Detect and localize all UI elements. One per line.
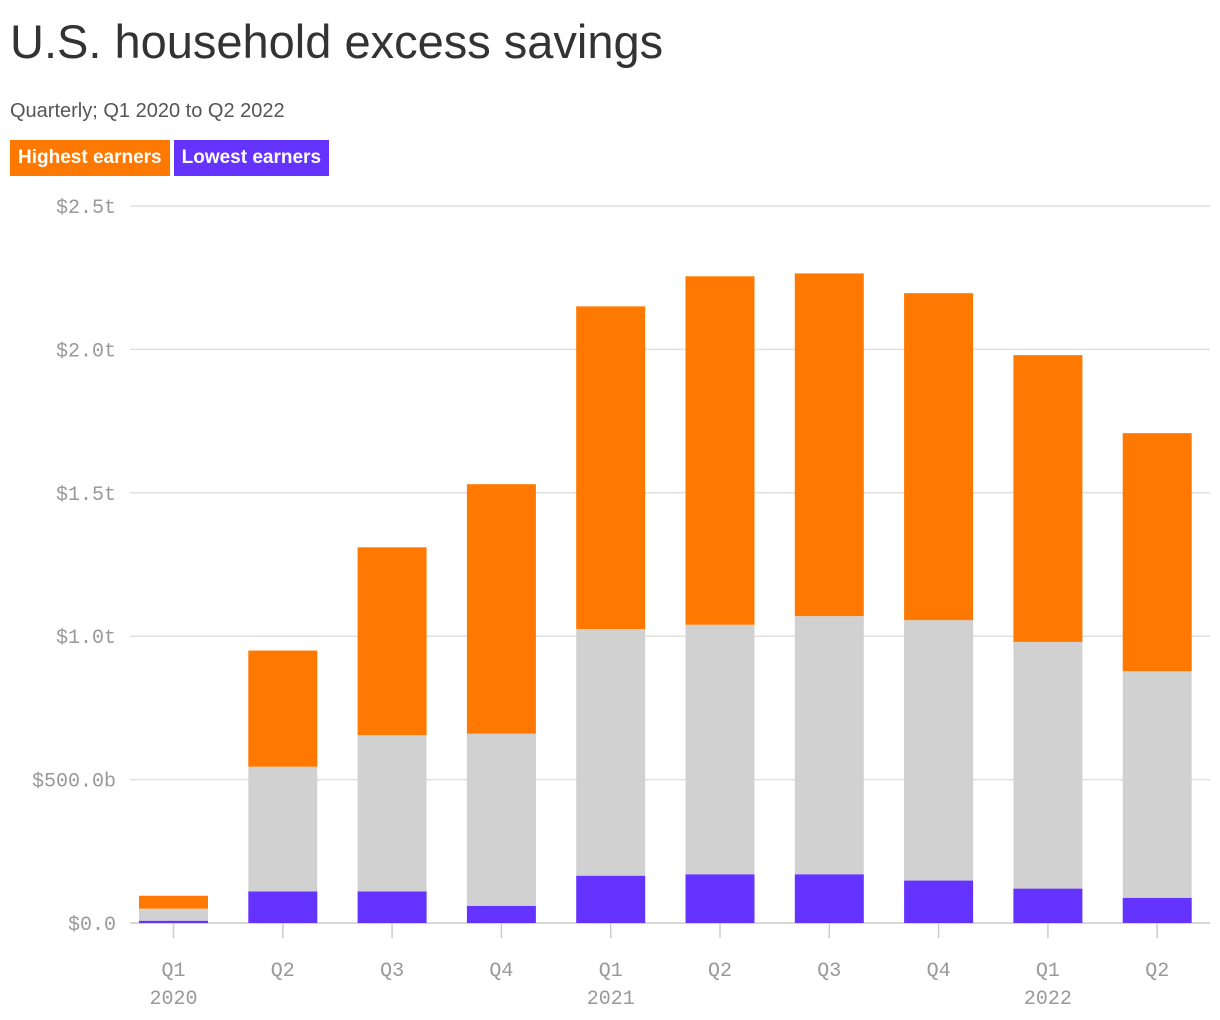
x-axis: Q1 Q2 Q3 Q4 Q1 Q2 Q3 Q4 Q1 Q2 2020 2021 2022 bbox=[149, 923, 1169, 1011]
y-tick-label: $500.0b bbox=[32, 771, 116, 794]
x-tick-label: Q2 bbox=[708, 960, 732, 983]
bar-segment-middle bbox=[685, 624, 755, 875]
chart-legend: Highest earners Lowest earners bbox=[10, 140, 330, 176]
bar-segment-lowest bbox=[685, 874, 755, 923]
bar-segment-lowest bbox=[1013, 888, 1083, 923]
bar-segment-highest bbox=[357, 547, 427, 736]
bar-segment-lowest bbox=[357, 891, 427, 923]
x-tick-label: Q1 bbox=[1036, 960, 1060, 983]
bar-segment-highest bbox=[1013, 355, 1083, 642]
bar-stack bbox=[794, 273, 864, 923]
x-tick-label: Q4 bbox=[927, 960, 951, 983]
bar-stack bbox=[466, 484, 536, 923]
bar-segment-middle bbox=[576, 629, 646, 876]
bar-segment-middle bbox=[248, 766, 318, 892]
bar-segment-highest bbox=[1122, 433, 1192, 672]
bar-stack bbox=[248, 650, 318, 923]
bar-segment-highest bbox=[248, 650, 318, 767]
x-tick-label: Q1 bbox=[599, 960, 623, 983]
x-year-label: 2020 bbox=[149, 988, 197, 1011]
y-tick-label: $0.0 bbox=[68, 914, 116, 937]
bar-segment-middle bbox=[1013, 641, 1083, 889]
bar-segment-middle bbox=[357, 735, 427, 892]
bar-segment-middle bbox=[1122, 671, 1192, 898]
x-tick-label: Q2 bbox=[271, 960, 295, 983]
bar-segment-lowest bbox=[466, 905, 536, 923]
bar-segment-middle bbox=[466, 733, 536, 906]
bar-stack bbox=[685, 276, 755, 923]
y-tick-label: $2.5t bbox=[56, 197, 116, 220]
bar-segment-lowest bbox=[576, 875, 646, 923]
bar-segment-middle bbox=[794, 616, 864, 875]
chart-title: U.S. household excess savings bbox=[10, 15, 664, 68]
x-tick-label: Q3 bbox=[380, 960, 404, 983]
x-tick-label: Q1 bbox=[161, 960, 185, 983]
y-axis-tick-labels: $0.0 $500.0b $1.0t $1.5t $2.0t $2.5t bbox=[32, 197, 116, 937]
y-tick-label: $2.0t bbox=[56, 340, 116, 363]
x-year-label: 2021 bbox=[587, 988, 635, 1011]
bars bbox=[139, 273, 1192, 923]
x-tick-label: Q4 bbox=[489, 960, 513, 983]
bar-segment-middle bbox=[904, 620, 974, 881]
bar-segment-highest bbox=[139, 895, 208, 909]
bar-stack bbox=[576, 306, 646, 923]
x-tick-label: Q3 bbox=[817, 960, 841, 983]
chart-subtitle: Quarterly; Q1 2020 to Q2 2022 bbox=[10, 100, 285, 122]
bar-segment-lowest bbox=[904, 880, 974, 923]
bar-segment-lowest bbox=[1122, 897, 1192, 923]
bar-segment-highest bbox=[794, 273, 864, 617]
bar-stack bbox=[139, 895, 208, 923]
bar-segment-lowest bbox=[139, 920, 208, 923]
bar-segment-highest bbox=[466, 484, 536, 734]
bar-stack bbox=[1122, 433, 1192, 923]
x-tick-label: Q2 bbox=[1145, 960, 1169, 983]
y-tick-label: $1.0t bbox=[56, 627, 116, 650]
bar-segment-lowest bbox=[248, 891, 318, 923]
x-year-label: 2022 bbox=[1024, 988, 1072, 1011]
bar-stack bbox=[357, 547, 427, 923]
legend-item-lowest-earners: Lowest earners bbox=[173, 140, 330, 176]
bar-segment-highest bbox=[685, 276, 755, 625]
legend-item-highest-earners: Highest earners bbox=[10, 140, 170, 176]
bar-segment-highest bbox=[576, 306, 646, 630]
y-tick-label: $1.5t bbox=[56, 484, 116, 507]
bar-stack bbox=[1013, 355, 1083, 923]
bar-segment-lowest bbox=[794, 874, 864, 923]
bar-segment-highest bbox=[904, 293, 974, 621]
bar-stack bbox=[904, 293, 974, 923]
bar-segment-middle bbox=[139, 908, 208, 921]
